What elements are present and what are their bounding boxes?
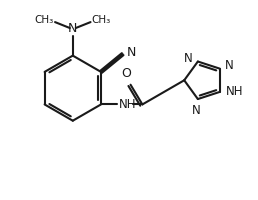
Text: CH₃: CH₃ (92, 15, 111, 25)
Text: CH₃: CH₃ (35, 15, 54, 25)
Text: N: N (127, 46, 136, 59)
Text: N: N (191, 104, 200, 117)
Text: N: N (68, 22, 77, 35)
Text: N: N (225, 59, 233, 72)
Text: NH: NH (226, 85, 243, 98)
Text: N: N (184, 52, 193, 65)
Text: O: O (122, 67, 132, 80)
Text: NH: NH (119, 98, 136, 111)
